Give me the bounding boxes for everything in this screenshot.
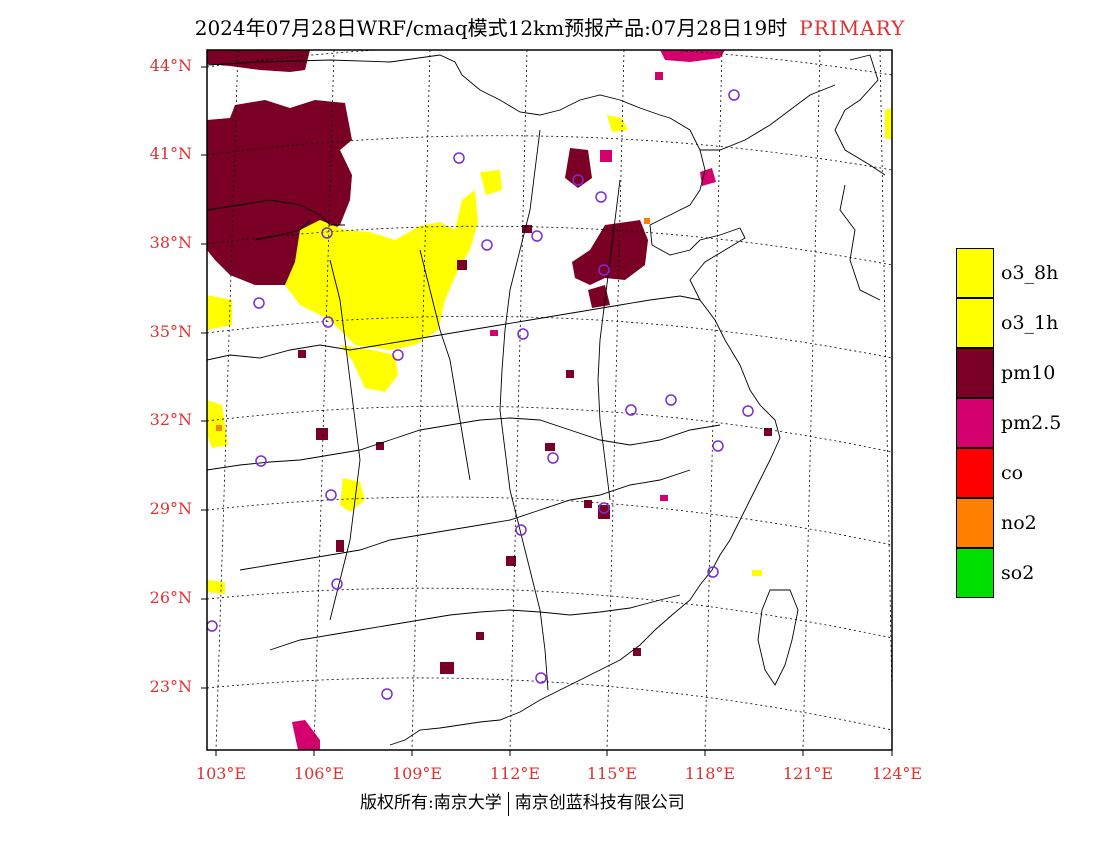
legend-label: o3_1h <box>1001 312 1059 334</box>
legend-label: pm10 <box>1001 362 1056 384</box>
legend-swatch <box>956 348 994 398</box>
lat-label-26: 26°N <box>149 588 192 607</box>
pm25-region-north <box>292 50 725 750</box>
lon-label-103: 103°E <box>195 764 247 783</box>
axis-ticks <box>201 66 893 756</box>
lon-label-109: 109°E <box>391 764 443 783</box>
lon-label-124: 124°E <box>871 764 923 783</box>
copyright-footer: 版权所有:南京大学 南京创蓝科技有限公司 <box>360 788 685 816</box>
scattered-pixels <box>216 72 772 674</box>
boundaries <box>207 54 886 746</box>
primary-tag: PRIMARY <box>799 16 906 40</box>
graticule <box>207 50 892 750</box>
lon-label-106: 106°E <box>293 764 345 783</box>
pm10-region-hebei <box>207 50 648 308</box>
legend-swatch <box>956 448 994 498</box>
legend-swatch <box>956 298 994 348</box>
footer-separator <box>507 791 509 816</box>
legend-label: so2 <box>1001 562 1035 584</box>
lat-label-29: 29°N <box>149 499 192 518</box>
legend-swatch <box>956 548 994 598</box>
legend-label: pm2.5 <box>1001 412 1062 434</box>
station-markers <box>207 89 754 700</box>
lon-label-115: 115°E <box>586 764 638 783</box>
lat-label-35: 35°N <box>149 322 192 341</box>
legend-label: o3_8h <box>1001 262 1059 284</box>
lat-label-41: 41°N <box>149 144 192 163</box>
copyright-right: 南京创蓝科技有限公司 <box>514 793 685 813</box>
lon-label-118: 118°E <box>684 764 736 783</box>
o3-region-loess <box>207 108 892 594</box>
lat-label-32: 32°N <box>149 410 192 429</box>
lat-label-44: 44°N <box>149 56 192 75</box>
copyright-left: 版权所有:南京大学 <box>360 793 502 813</box>
map-title: 2024年07月28日WRF/cmaq模式12km预报产品:07月28日19时 P… <box>0 12 1100 41</box>
legend-label: no2 <box>1001 512 1037 534</box>
lon-label-112: 112°E <box>489 764 541 783</box>
legend-label: co <box>1001 462 1024 484</box>
map-frame <box>206 49 893 751</box>
lat-label-23: 23°N <box>149 677 192 696</box>
legend-swatch <box>956 248 994 298</box>
lat-label-38: 38°N <box>149 233 192 252</box>
legend-swatch <box>956 398 994 448</box>
legend-swatch <box>956 498 994 548</box>
title-text: 2024年07月28日WRF/cmaq模式12km预报产品:07月28日19时 <box>194 16 788 40</box>
lon-label-121: 121°E <box>782 764 834 783</box>
